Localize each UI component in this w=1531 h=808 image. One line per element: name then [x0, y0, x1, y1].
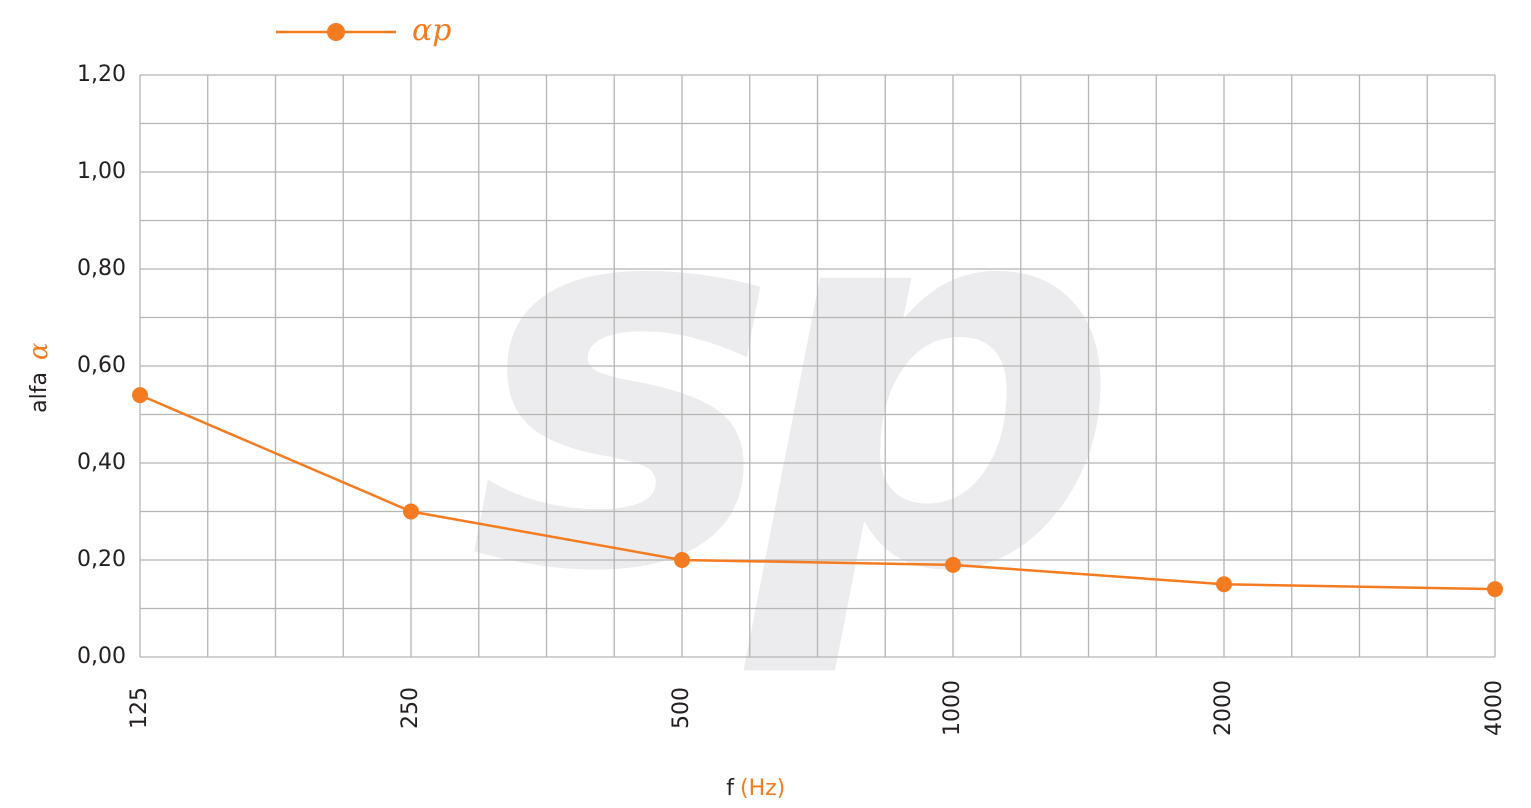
data-point [1487, 581, 1503, 598]
x-tick-label: 2000 [1211, 680, 1236, 736]
x-tick-label: 1000 [940, 680, 965, 736]
legend-label: αp [412, 13, 451, 48]
data-point [132, 387, 148, 404]
y-axis-label: alfa α [24, 342, 54, 413]
y-tick-label: 0,60 [77, 353, 126, 378]
y-tick-label: 0,20 [77, 547, 126, 572]
x-label-unit: (Hz) [740, 776, 785, 801]
marks [132, 387, 1503, 598]
data-point [403, 503, 419, 520]
x-tick-label: 125 [127, 687, 152, 729]
data-point [674, 552, 690, 568]
x-tick-label: 4000 [1482, 680, 1507, 736]
y-tick-label: 1,20 [77, 62, 126, 87]
grid: 0,00 0,20 0,40 0,60 0,80 1,00 1,20 125 250 500 100… [77, 62, 1507, 736]
y-tick-label: 1,00 [77, 159, 126, 184]
x-tick-label: 250 [398, 687, 423, 729]
y-label-symbol: α [24, 342, 54, 360]
x-label: f [726, 776, 735, 801]
y-tick-label: 0,00 [77, 644, 126, 669]
x-tick-label: 500 [669, 687, 694, 729]
data-point [1216, 576, 1232, 593]
series-line [139, 393, 1496, 591]
legend-marker [327, 23, 345, 41]
y-tick-label: 0,80 [77, 256, 126, 281]
watermark: sp [469, 79, 1106, 685]
y-label: alfa [27, 372, 52, 413]
data-point [945, 556, 961, 573]
y-tick-label: 0,40 [77, 450, 126, 475]
